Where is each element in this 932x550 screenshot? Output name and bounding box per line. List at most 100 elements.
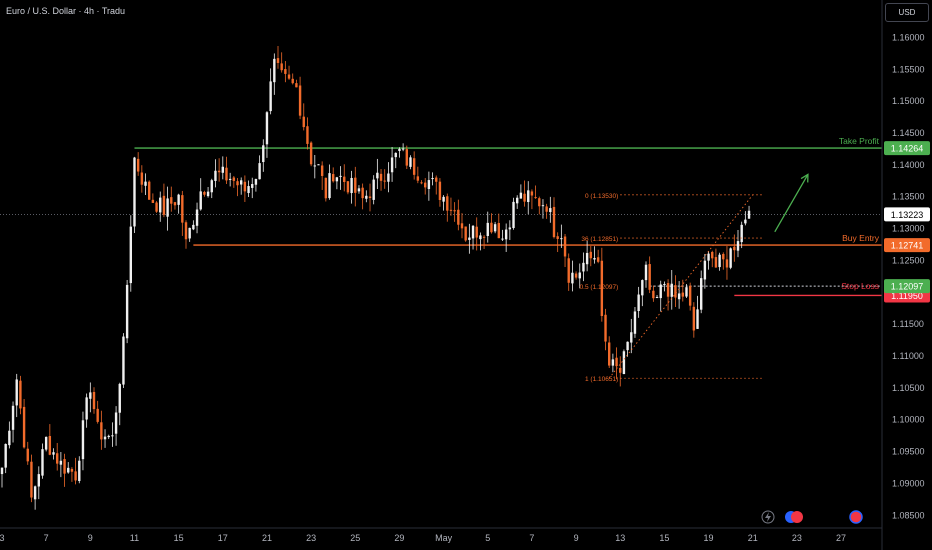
candle-body <box>166 198 169 217</box>
fib-trend-line <box>608 194 754 379</box>
candle-body <box>313 165 316 167</box>
candle-body <box>155 202 158 212</box>
candle-body <box>596 257 600 262</box>
fib-label: 0 (1.13530) <box>585 193 618 200</box>
candle-body <box>48 436 52 455</box>
candle-body <box>254 179 258 185</box>
candle-body <box>644 264 648 281</box>
candle-body <box>449 209 453 211</box>
candle-body <box>37 474 40 487</box>
candle-body <box>11 405 15 430</box>
candle-body <box>343 176 346 183</box>
candle-body <box>593 258 596 260</box>
candle-body <box>747 210 751 219</box>
candle-body <box>641 280 644 296</box>
x-tick-label: 9 <box>574 533 579 543</box>
candle-body <box>280 63 283 71</box>
candle-body <box>424 182 427 188</box>
candle-body <box>188 227 191 239</box>
candle-body <box>276 58 280 63</box>
candle-body <box>582 262 585 272</box>
candle-body <box>302 116 305 128</box>
candle-body <box>306 126 309 144</box>
candle-body <box>611 359 615 366</box>
candle-body <box>129 226 132 284</box>
lightning-icon[interactable] <box>761 510 775 524</box>
candle-body <box>398 148 401 152</box>
candle-body <box>96 408 99 422</box>
currency-button[interactable]: USD <box>885 3 929 22</box>
candle-body <box>148 181 151 200</box>
candle-body <box>475 226 478 238</box>
candle-body <box>703 260 707 280</box>
candle-body <box>162 195 166 215</box>
candle-body <box>677 293 681 300</box>
x-tick-label: 21 <box>748 533 758 543</box>
candle-body <box>482 236 486 238</box>
candle-body <box>663 283 666 285</box>
candle-body <box>214 170 217 181</box>
y-tick-label: 1.16000 <box>892 32 925 42</box>
candle-body <box>696 309 699 329</box>
y-tick-label: 1.10000 <box>892 415 925 425</box>
candle-body <box>714 257 718 268</box>
candle-body <box>493 224 497 232</box>
level-text-buy-entry: Buy Entry <box>842 233 880 243</box>
x-tick-label: 17 <box>218 533 228 543</box>
price-tag-buy-entry: 1.12741 <box>891 241 924 251</box>
price-tag-buy-entry-bg <box>884 238 930 253</box>
y-tick-label: 1.08500 <box>892 510 925 520</box>
price-tag-take-profit-bg <box>884 141 930 156</box>
candle-body <box>173 202 177 206</box>
candle-body <box>394 152 397 158</box>
y-tick-label: 1.14000 <box>892 160 925 170</box>
event-icon[interactable] <box>849 510 863 524</box>
candle-body <box>670 283 673 297</box>
candle-body <box>320 165 324 176</box>
candle-body <box>324 177 328 199</box>
lightning-glyph <box>765 512 771 522</box>
candle-body <box>92 391 96 410</box>
candle-body <box>549 208 552 213</box>
y-tick-label: 1.15500 <box>892 64 925 74</box>
candle-body <box>195 209 199 226</box>
candle-body <box>30 461 33 498</box>
candle-body <box>122 336 125 385</box>
candle-body <box>63 459 66 474</box>
x-tick-label: 7 <box>529 533 534 543</box>
candle-body <box>560 238 563 240</box>
candle-body <box>354 177 357 193</box>
candle-body <box>225 167 228 181</box>
level-text-take-profit: Take Profit <box>839 136 880 146</box>
candle-body <box>501 238 504 240</box>
candle-body <box>512 201 515 229</box>
candle-body <box>298 85 302 116</box>
candle-body <box>442 196 445 202</box>
candle-body <box>453 210 456 212</box>
candle-body <box>416 176 420 181</box>
price-tag-fib-half-bg <box>884 279 930 294</box>
flag-icon[interactable] <box>791 511 803 523</box>
x-tick-label: 5 <box>485 533 490 543</box>
candle-body <box>479 235 482 240</box>
candle-body <box>335 177 339 182</box>
candle-body <box>530 191 534 196</box>
price-tag-fib-half: 1.12097 <box>891 282 924 292</box>
candle-body <box>74 471 77 481</box>
candle-body <box>563 236 567 257</box>
candle-body <box>295 83 298 88</box>
candle-body <box>269 81 272 112</box>
x-tick-label: 23 <box>306 533 316 543</box>
candle-body <box>519 192 523 199</box>
candle-body <box>184 222 188 240</box>
candle-body <box>89 392 92 399</box>
candle-body <box>666 283 670 297</box>
candle-body <box>372 179 375 200</box>
x-tick-label: 25 <box>350 533 360 543</box>
candle-body <box>217 170 221 173</box>
candle-body <box>725 259 729 268</box>
candle-body <box>486 222 489 236</box>
x-tick-label: 11 <box>130 533 139 543</box>
